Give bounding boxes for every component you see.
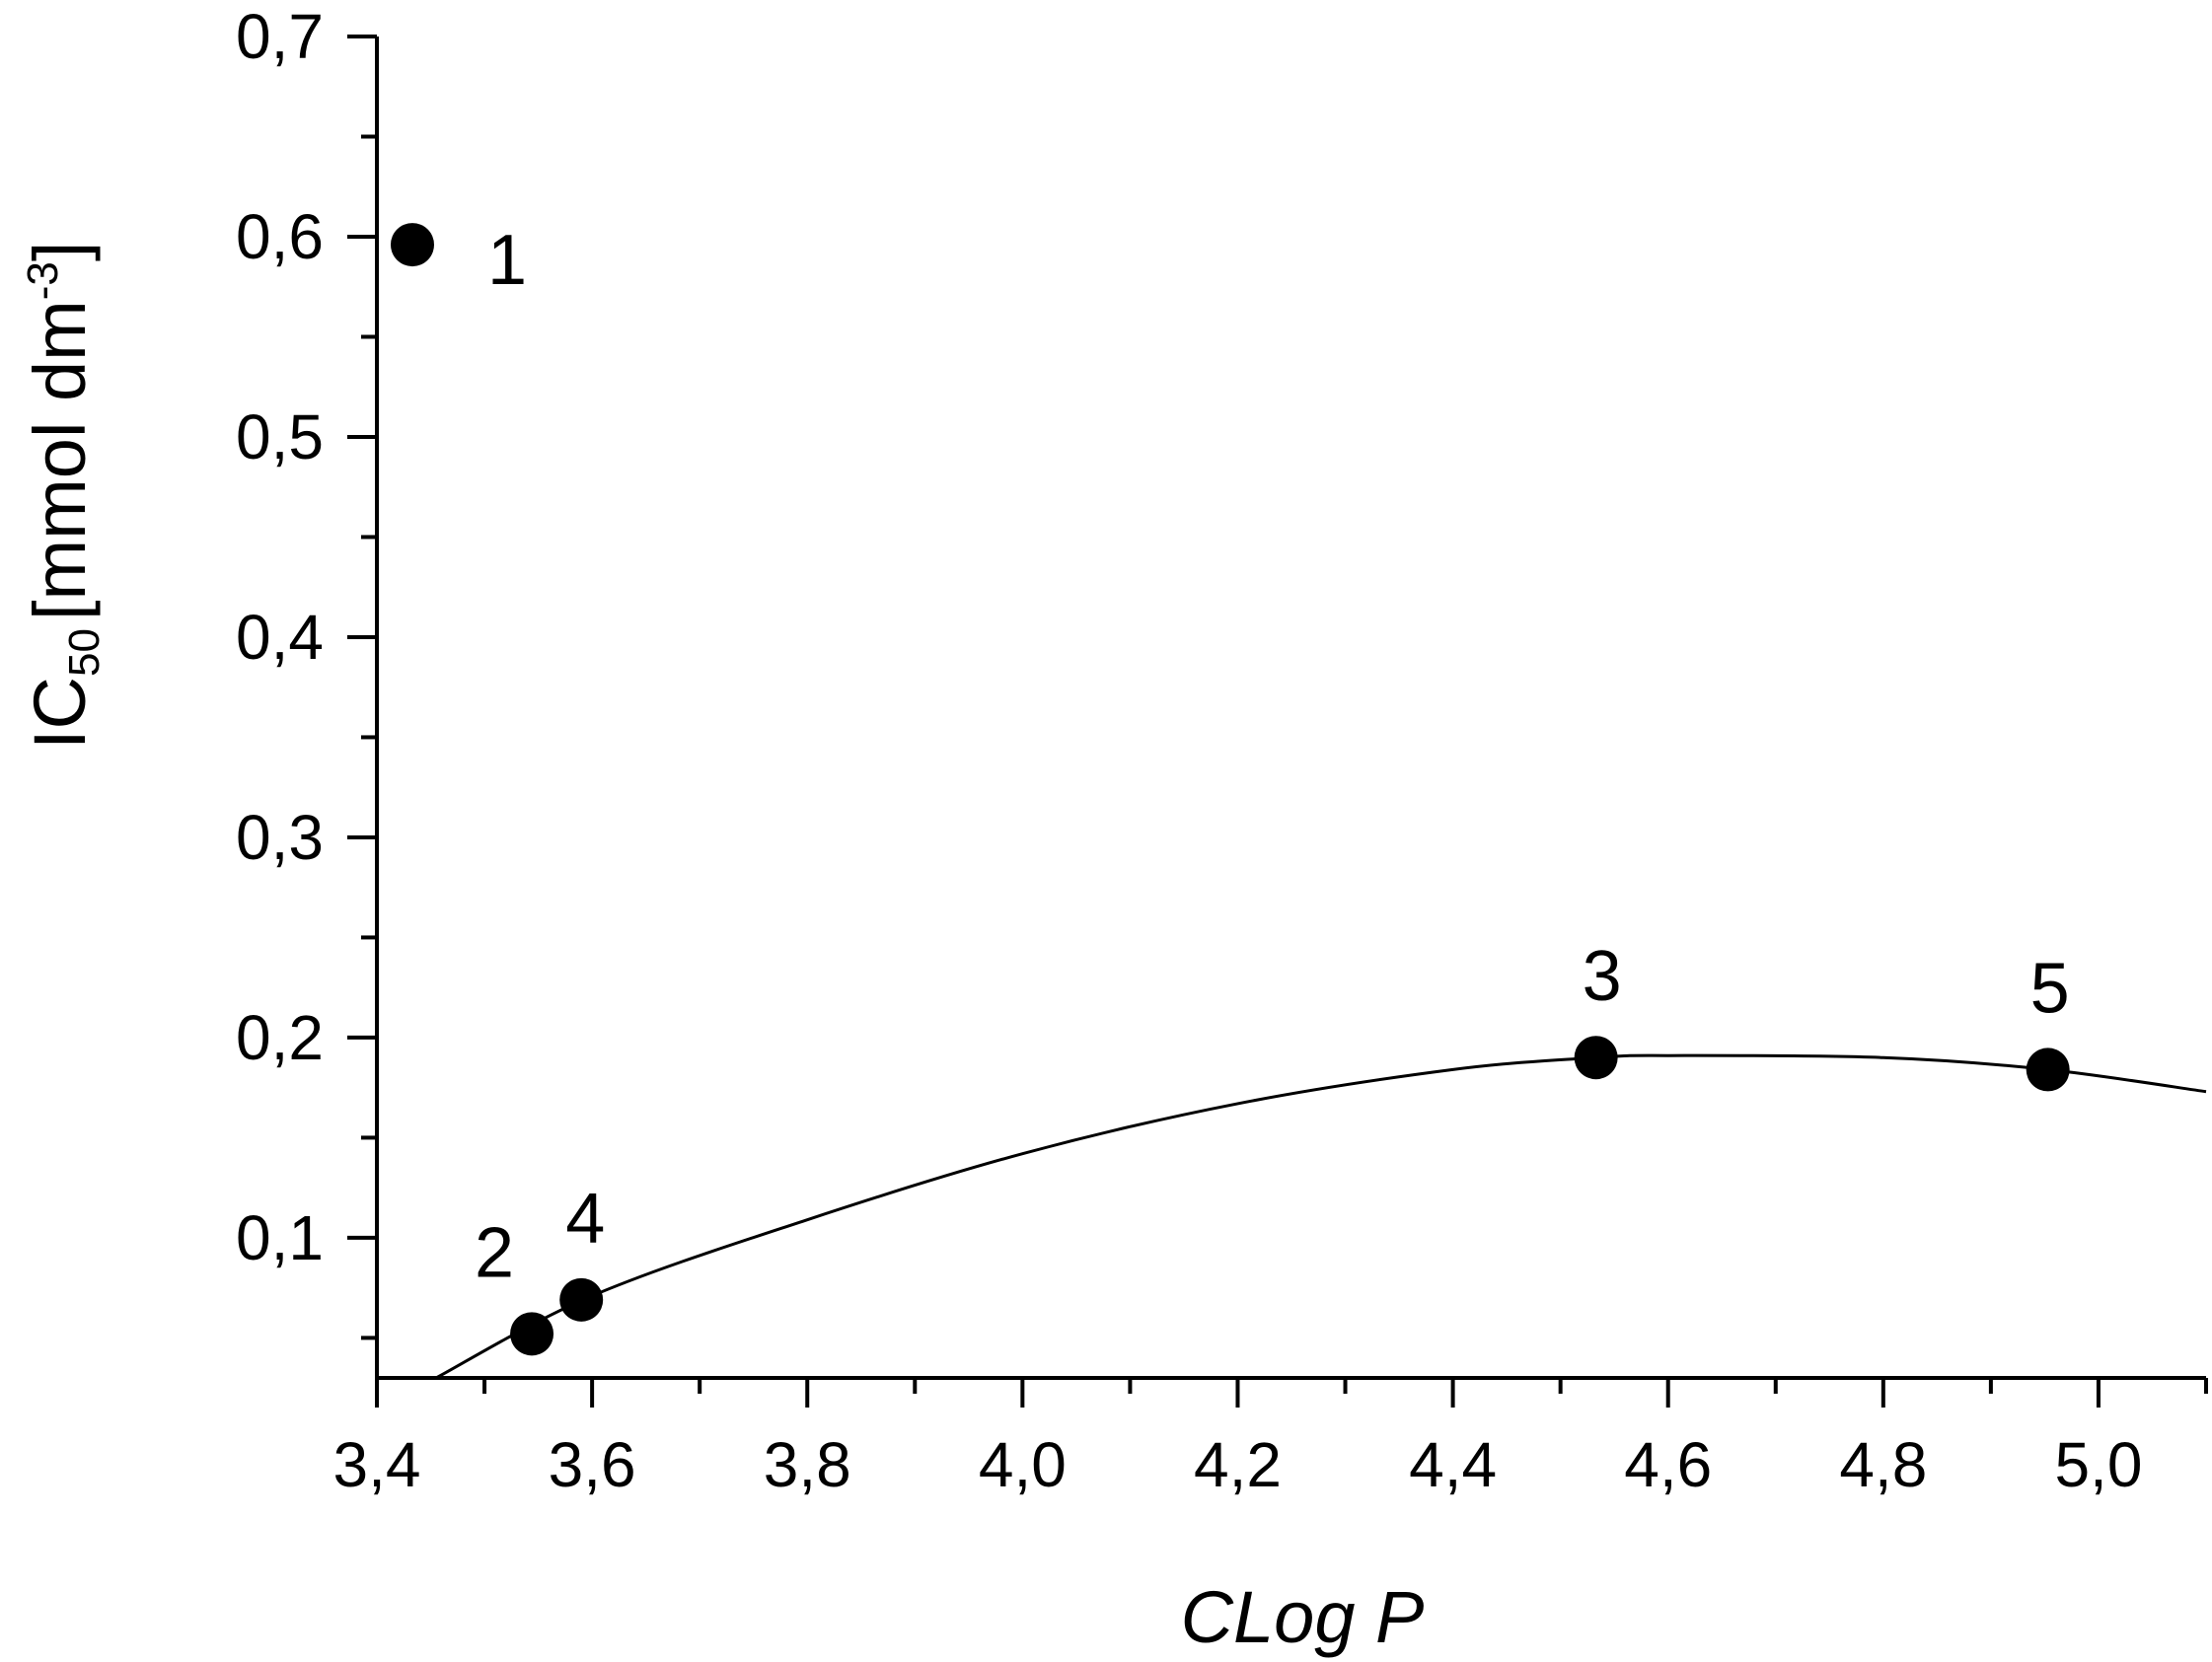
data-point-label-3: 3: [1583, 937, 1622, 1016]
y-axis-title-close: ]: [19, 242, 101, 262]
y-tick-label: 0,5: [236, 401, 324, 472]
y-tick-label: 0,7: [236, 1, 324, 72]
x-tick-label: 3,6: [549, 1429, 636, 1500]
x-tick-label: 4,8: [1839, 1429, 1927, 1500]
y-tick-label: 0,6: [236, 201, 324, 272]
labels-layer: CLog P IC50 [mmol dm-3]: [19, 242, 1424, 1658]
y-tick-label: 0,2: [236, 1002, 324, 1073]
y-axis-title-superscript: -3: [19, 261, 67, 300]
y-tick-label: 0,1: [236, 1202, 324, 1273]
y-axis-title-main: IC: [19, 677, 101, 750]
x-tick-label: 4,2: [1194, 1429, 1282, 1500]
data-point-label-2: 2: [475, 1213, 514, 1292]
x-tick-label: 3,4: [333, 1429, 421, 1500]
y-tick-label: 0,3: [236, 802, 324, 873]
y-axis-title-unit: [mmol dm: [19, 300, 101, 620]
y-axis-title: IC50 [mmol dm-3]: [19, 242, 109, 750]
axes: 3,4 3,6 3,8 4,0 4,2 4,4 4,6 4,8 5,0 0,1 0,2 0,3 0,4 0…: [236, 1, 2208, 1500]
data-point-4: [559, 1277, 604, 1322]
data-point-label-1: 1: [487, 221, 527, 300]
x-tick-label: 4,4: [1409, 1429, 1497, 1500]
data-point-label-5: 5: [2030, 949, 2070, 1028]
x-tick-label: 4,6: [1624, 1429, 1712, 1500]
fit-curve: [435, 1053, 2207, 1380]
data-point-3: [1574, 1036, 1618, 1080]
x-tick-label: 3,8: [764, 1429, 851, 1500]
x-axis-title: CLog P: [1181, 1576, 1425, 1658]
data-point-1: [390, 223, 434, 267]
data-point-5: [2026, 1048, 2070, 1092]
x-tick-label: 5,0: [2054, 1429, 2142, 1500]
data-point-2: [510, 1312, 554, 1356]
data-points-layer: 1 2 4 3 5: [390, 221, 2070, 1356]
y-tick-label: 0,4: [236, 602, 324, 673]
y-axis-title-subscript: 50: [60, 628, 109, 677]
x-tick-label: 4,0: [979, 1429, 1067, 1500]
fit-curve-layer: [435, 1053, 2207, 1380]
data-point-label-4: 4: [565, 1180, 605, 1259]
